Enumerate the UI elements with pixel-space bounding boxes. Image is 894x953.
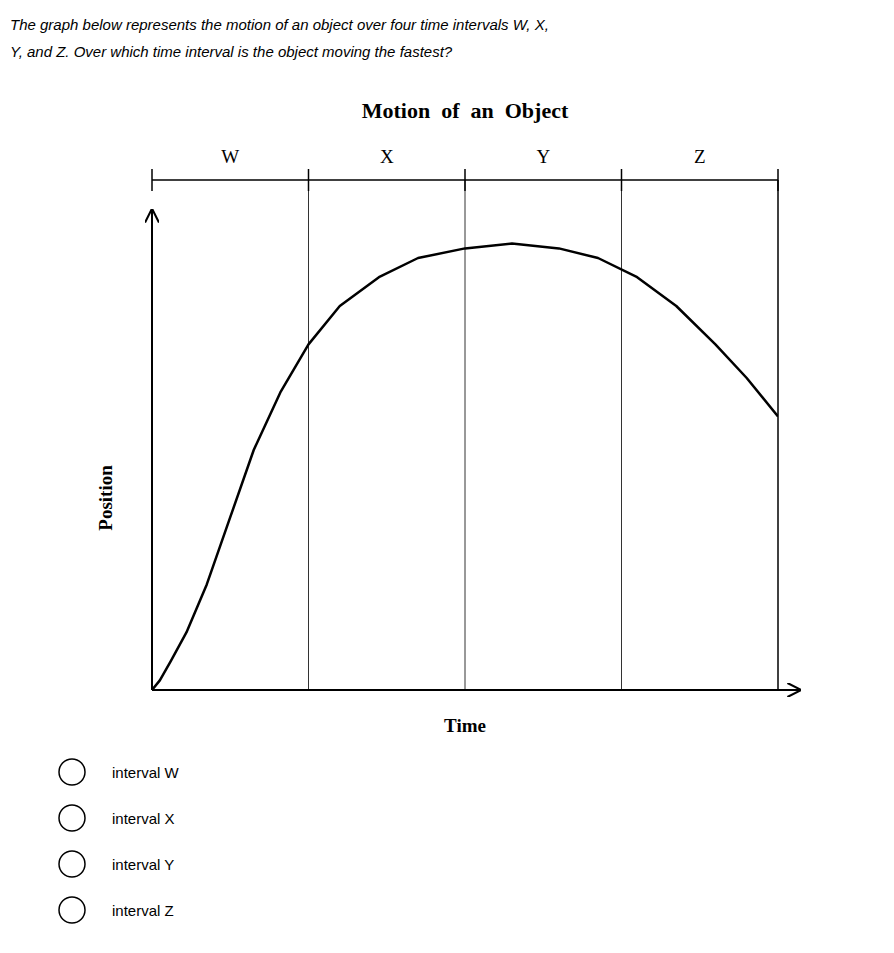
choice-label: interval X xyxy=(112,810,175,827)
divider-line xyxy=(465,180,466,690)
choice-circle xyxy=(59,851,85,877)
ruler-tick xyxy=(151,169,153,191)
choice-circle xyxy=(59,897,85,923)
x-axis-line xyxy=(152,689,800,691)
x-axis-label: Time xyxy=(444,715,486,736)
y-axis-line xyxy=(151,210,153,690)
choice-label: interval Z xyxy=(112,902,174,919)
y-axis-label: Position xyxy=(95,465,116,531)
question-line: The graph below represents the motion of… xyxy=(10,16,549,33)
interval-label: W xyxy=(221,146,239,167)
chart-svg: The graph below represents the motion of… xyxy=(0,0,894,953)
ruler-tick xyxy=(621,169,623,191)
choice-label: interval Y xyxy=(112,856,174,873)
interval-label: Y xyxy=(536,146,550,167)
interval-label: Z xyxy=(694,146,706,167)
choice-label: interval W xyxy=(112,764,180,781)
title: Motion of an Object xyxy=(362,98,569,123)
choice-circle xyxy=(59,759,85,785)
x-axis xyxy=(152,690,800,691)
ruler-tick xyxy=(777,169,779,191)
interval-label: X xyxy=(380,146,394,167)
ruler-tick xyxy=(464,169,466,191)
divider-line xyxy=(621,180,622,690)
y-axis xyxy=(152,210,153,690)
right-border xyxy=(777,180,779,690)
interval-ruler: W X Y Z xyxy=(152,146,778,191)
question: The graph below represents the motion of… xyxy=(10,16,549,60)
plot-area xyxy=(152,244,778,690)
dividers xyxy=(309,180,622,690)
choice-circle xyxy=(59,805,85,831)
divider-line xyxy=(308,180,309,690)
position-curve xyxy=(152,244,778,690)
choices: interval W interval X interval Y interval Z xyxy=(59,759,180,923)
question-line: Y, and Z. Over which time interval is th… xyxy=(10,43,453,60)
ruler-tick xyxy=(308,169,310,191)
